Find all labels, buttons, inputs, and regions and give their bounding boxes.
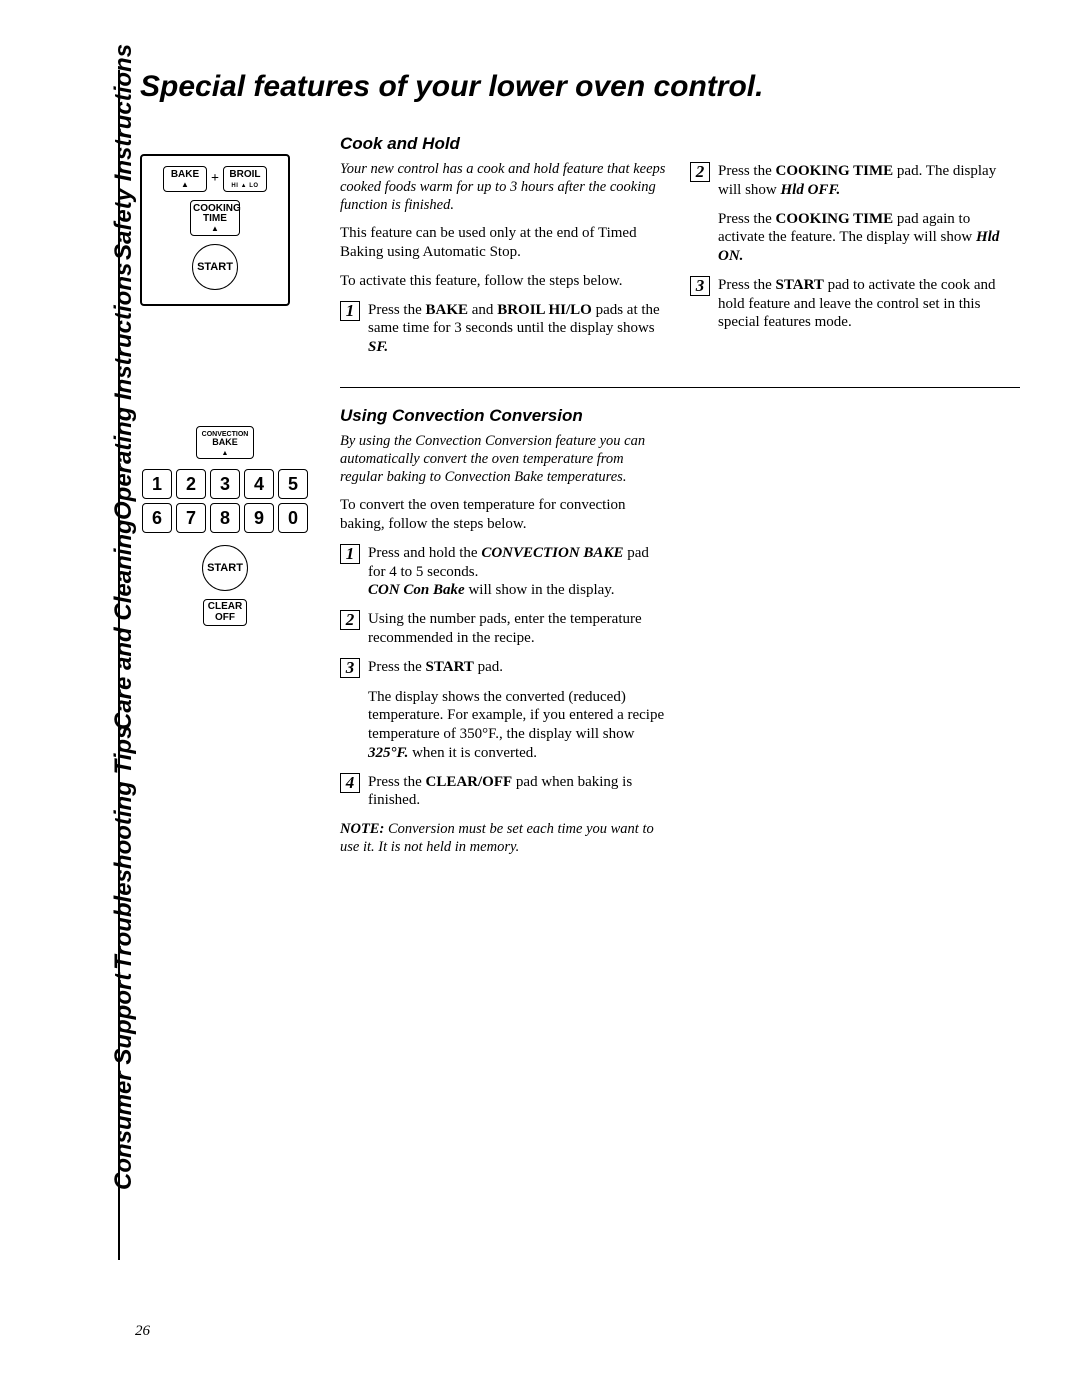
step-number-icon: 4	[340, 773, 360, 793]
cv-step-4: 4 Press the CLEAR/OFF pad when baking is…	[340, 773, 670, 811]
convection-heading: Using Convection Conversion	[340, 406, 670, 426]
clear-off-pad-icon: CLEAROFF	[203, 599, 247, 626]
bake-pad-icon: BAKE▲	[163, 166, 207, 192]
key-2: 2	[176, 469, 206, 499]
step-number-icon: 2	[340, 610, 360, 630]
convection-intro: By using the Convection Conversion featu…	[340, 432, 670, 486]
tab-troubleshoot: Troubleshooting Tips	[110, 726, 138, 970]
section-convection: CONVECTIONBAKE▲ 1 2 3 4 5 6 7 8 9 0 STAR…	[140, 406, 1020, 856]
step-number-icon: 1	[340, 301, 360, 321]
ch-step-2-cont: Press the COOKING TIME pad again to acti…	[690, 210, 1020, 266]
cook-hold-heading: Cook and Hold	[340, 134, 670, 154]
cv-step-2: 2 Using the number pads, enter the tempe…	[340, 610, 670, 648]
key-3: 3	[210, 469, 240, 499]
key-0: 0	[278, 503, 308, 533]
cv-step-3: 3 Press the START pad.	[340, 658, 670, 678]
cook-hold-intro: Your new control has a cook and hold fea…	[340, 160, 670, 214]
page-number: 26	[135, 1323, 150, 1340]
control-panel-illus-2: CONVECTIONBAKE▲ 1 2 3 4 5 6 7 8 9 0 STAR…	[140, 426, 310, 626]
key-9: 9	[244, 503, 274, 533]
tab-safety: Safety Instructions	[110, 44, 138, 260]
sidebar-tabs: Safety Instructions Operating Instructio…	[80, 70, 120, 1260]
tab-operating: Operating Instructions	[110, 263, 138, 520]
step-number-icon: 1	[340, 544, 360, 564]
convection-bake-pad-icon: CONVECTIONBAKE▲	[196, 426, 254, 459]
tab-care: Care and Cleaning	[110, 519, 138, 730]
section-divider	[340, 387, 1020, 388]
control-panel-illus-1: BAKE▲ + BROILHI ▲ LO COOKINGTIME▲ START	[140, 154, 290, 306]
ch-step-2: 2 Press the COOKING TIME pad. The displa…	[690, 162, 1020, 200]
cv-step-1: 1 Press and hold the CONVECTION BAKE pad…	[340, 544, 670, 600]
cv-step-3-cont: The display shows the converted (reduced…	[340, 688, 670, 763]
key-5: 5	[278, 469, 308, 499]
step-number-icon: 2	[690, 162, 710, 182]
page-title: Special features of your lower oven cont…	[140, 70, 1020, 104]
broil-pad-icon: BROILHI ▲ LO	[223, 166, 267, 192]
step-number-icon: 3	[340, 658, 360, 678]
key-4: 4	[244, 469, 274, 499]
start-pad-icon: START	[192, 244, 238, 290]
cooking-time-pad-icon: COOKINGTIME▲	[190, 200, 240, 236]
ch-step-1: 1 Press the BAKE and BROIL HI/LO pads at…	[340, 301, 670, 357]
keypad-icon: 1 2 3 4 5 6 7 8 9 0	[140, 469, 310, 533]
step-number-icon: 3	[690, 276, 710, 296]
section-cook-hold: BAKE▲ + BROILHI ▲ LO COOKINGTIME▲ START …	[140, 134, 1020, 367]
key-1: 1	[142, 469, 172, 499]
convection-note: NOTE: Conversion must be set each time y…	[340, 820, 670, 856]
cook-hold-p1: This feature can be used only at the end…	[340, 224, 670, 262]
cook-hold-p2: To activate this feature, follow the ste…	[340, 272, 670, 291]
key-6: 6	[142, 503, 172, 533]
key-8: 8	[210, 503, 240, 533]
plus-icon: +	[211, 171, 219, 187]
ch-step-3: 3 Press the START pad to activate the co…	[690, 276, 1020, 332]
tab-consumer: Consumer Support	[110, 973, 138, 1190]
start-pad-icon: START	[202, 545, 248, 591]
key-7: 7	[176, 503, 206, 533]
convection-p1: To convert the oven temperature for conv…	[340, 496, 670, 534]
